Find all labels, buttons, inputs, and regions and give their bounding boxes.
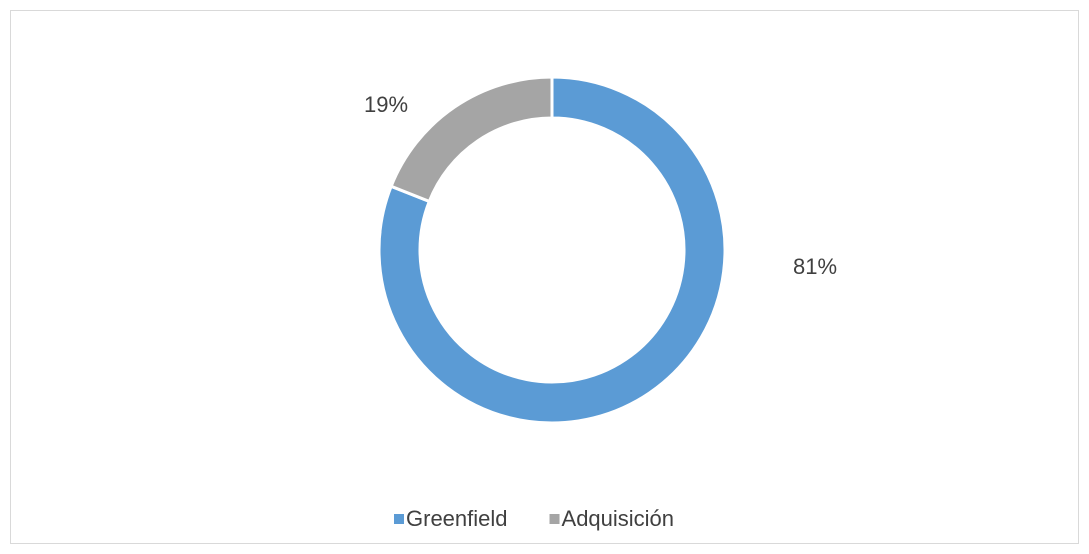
- data-label: 81%: [793, 254, 837, 279]
- legend-label: Adquisición: [562, 506, 675, 531]
- data-label: 19%: [364, 92, 408, 117]
- legend-swatch: [394, 514, 404, 524]
- donut-segment: [377, 75, 727, 425]
- legend-swatch: [549, 514, 560, 524]
- donut-segment: [389, 75, 554, 204]
- legend-label: Greenfield: [406, 506, 508, 531]
